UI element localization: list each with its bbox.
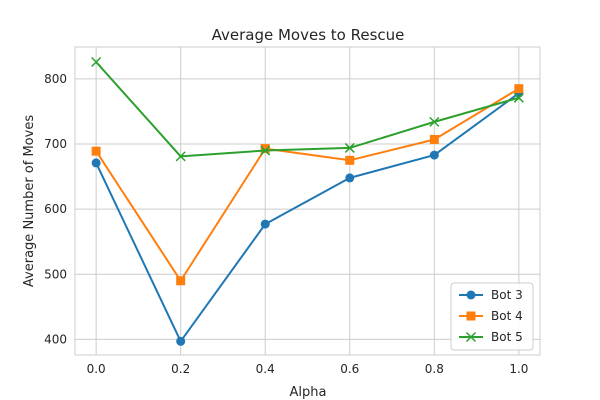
y-axis-ticks: 400 500 600 700 800 [44, 72, 67, 346]
legend-item-bot-5: Bot 5 [459, 330, 523, 344]
data-point-bot-4 [514, 84, 524, 94]
x-tick-label: 0.4 [256, 362, 275, 376]
data-point-bot-4 [345, 155, 355, 165]
y-tick-label: 800 [44, 72, 67, 86]
x-tick-label: 0.0 [87, 362, 106, 376]
y-tick-label: 400 [44, 332, 67, 346]
legend-item-bot-3: Bot 3 [459, 288, 523, 302]
data-point-bot-5 [260, 145, 271, 156]
x-axis-ticks: 0.0 0.2 0.4 0.6 0.8 1.0 [87, 362, 529, 376]
data-point-bot-3 [260, 219, 270, 229]
data-point-bot-5 [344, 142, 355, 153]
data-point-bot-4 [260, 144, 270, 154]
data-point-bot-3 [176, 336, 186, 346]
x-tick-label: 0.2 [171, 362, 190, 376]
legend-marker-bot-5 [465, 331, 477, 343]
legend-item-bot-4: Bot 4 [459, 309, 523, 323]
data-point-bot-5 [91, 56, 102, 68]
series-line-bot-3 [95, 92, 520, 343]
data-point-bot-3 [91, 158, 101, 168]
data-point-bot-4 [429, 134, 439, 144]
series-bot-4 [91, 84, 524, 286]
legend-box [450, 282, 534, 351]
chart-title: Average Moves to Rescue [212, 26, 405, 44]
y-tick-label: 700 [44, 137, 67, 151]
data-point-bot-5 [429, 116, 440, 127]
legend-label-bot-3: Bot 3 [491, 288, 523, 302]
x-tick-label: 0.8 [425, 362, 444, 376]
x-tick-label: 0.6 [340, 362, 359, 376]
data-point-bot-5 [175, 151, 186, 162]
data-point-bot-4 [91, 146, 101, 156]
legend-marker-bot-4 [466, 311, 476, 321]
series-line-bot-5 [95, 61, 520, 158]
x-tick-label: 1.0 [509, 362, 528, 376]
legend-marker-bot-3 [466, 290, 476, 300]
series-line-bot-4 [95, 87, 520, 282]
legend: Bot 3 Bot 4 Bot 5 [450, 282, 534, 351]
x-axis-title: Alpha [290, 385, 327, 400]
data-point-bot-5 [513, 92, 524, 103]
series-group [91, 56, 524, 346]
legend-label-bot-5: Bot 5 [491, 330, 523, 344]
y-tick-label: 500 [44, 267, 67, 281]
series-bot-5 [91, 56, 524, 162]
y-axis-title: Average Number of Moves [22, 115, 37, 287]
data-point-bot-4 [176, 276, 186, 286]
y-tick-label: 600 [44, 202, 67, 216]
data-point-bot-3 [429, 150, 439, 160]
data-point-bot-3 [345, 173, 355, 183]
legend-label-bot-4: Bot 4 [491, 309, 523, 323]
